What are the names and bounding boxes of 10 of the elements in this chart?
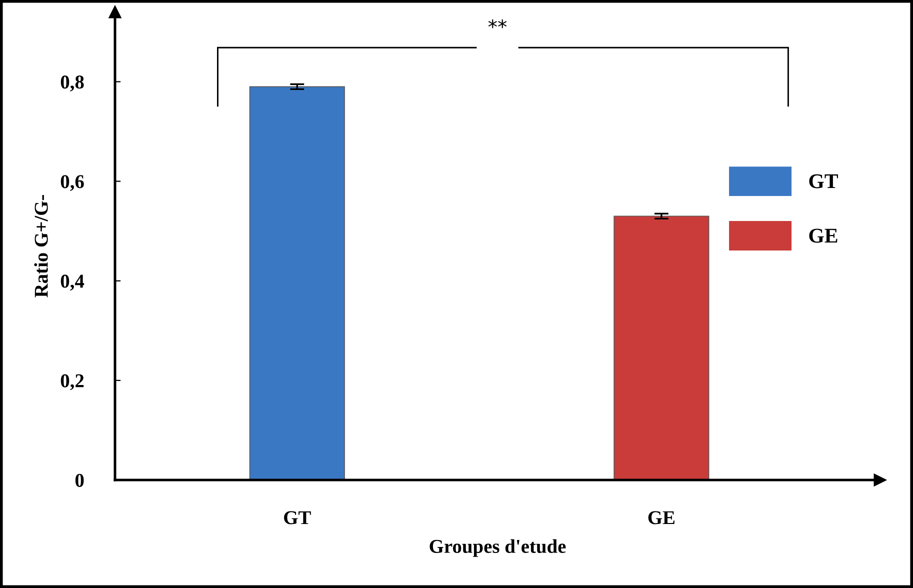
y-tick-label: 0,2	[60, 374, 84, 390]
y-tick-label: 0,6	[60, 175, 84, 192]
legend-label: GT	[809, 174, 838, 188]
y-tick-label: 0,4	[60, 274, 84, 291]
x-axis-title: Groupes d'etude	[430, 539, 566, 557]
y-tick-label: 0,8	[60, 76, 84, 92]
legend-label: GE	[809, 228, 838, 243]
y-axis-title: Ratio G+/G-	[34, 194, 48, 298]
y-tick-label: 0	[75, 474, 84, 487]
annotation: **	[488, 19, 507, 28]
